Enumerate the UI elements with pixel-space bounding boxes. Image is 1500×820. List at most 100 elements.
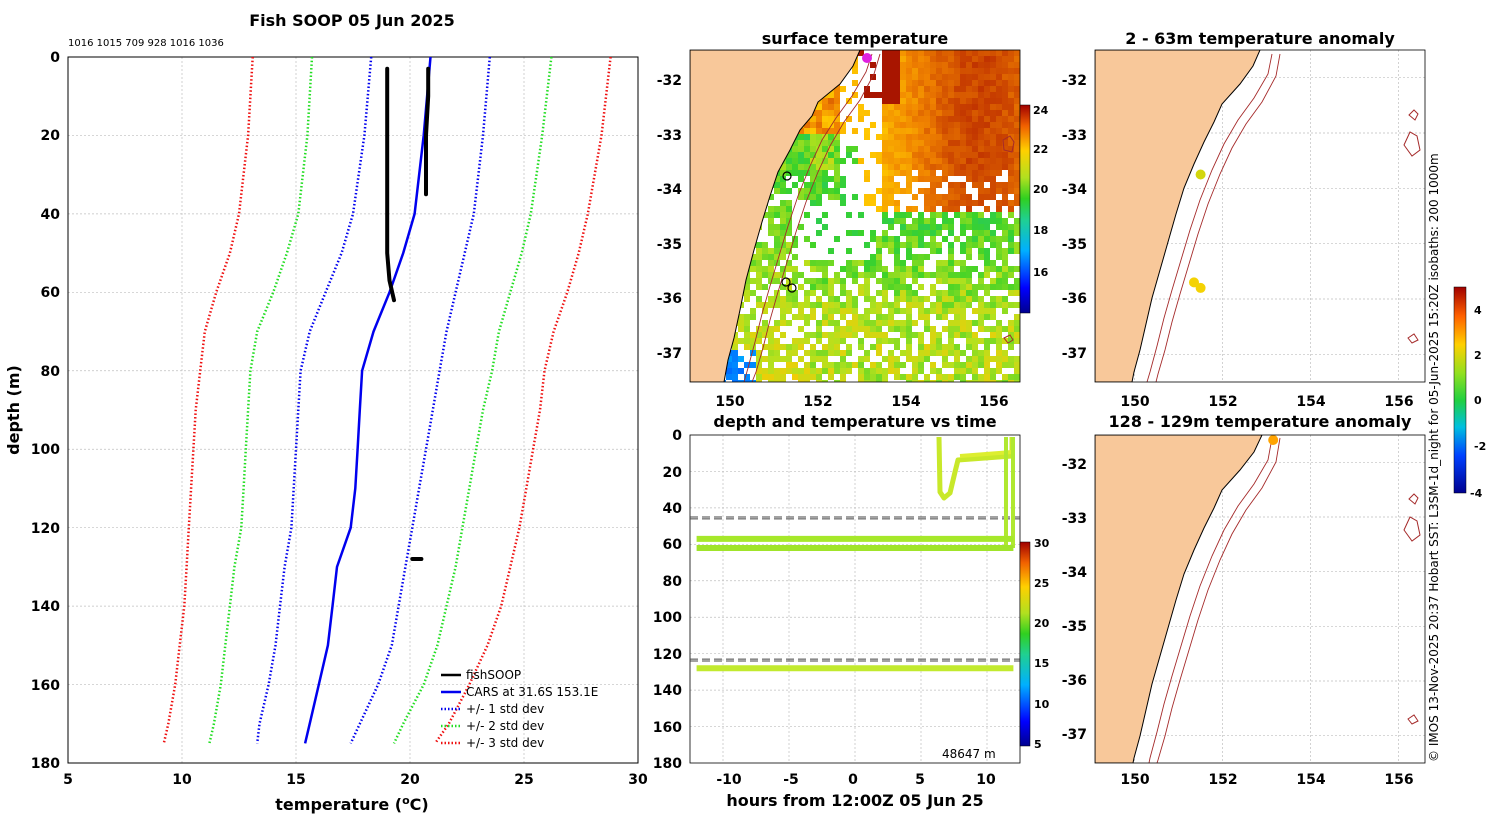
sst-cell xyxy=(930,230,936,236)
sst-cell xyxy=(882,236,888,242)
sst-cell xyxy=(900,170,906,176)
sst-cell xyxy=(894,368,900,374)
sst-cell xyxy=(1008,188,1014,194)
sst-cell xyxy=(810,158,816,164)
sst-cell xyxy=(816,374,822,380)
sst-cell xyxy=(882,152,888,158)
sst-cell xyxy=(978,362,984,368)
sst-cell xyxy=(882,380,888,382)
sst-cell xyxy=(768,260,774,266)
sst-cell xyxy=(954,260,960,266)
sst-cell xyxy=(1002,236,1008,242)
sst-cell xyxy=(924,242,930,248)
sst-cell xyxy=(876,344,882,350)
sst-cell xyxy=(930,122,936,128)
profile-series-line xyxy=(255,56,373,744)
sst-cell xyxy=(1002,374,1008,380)
sst-cell xyxy=(996,320,1002,326)
sst-cell xyxy=(966,92,972,98)
sst-cell xyxy=(972,86,978,92)
sst-cell xyxy=(804,302,810,308)
sst-xtick: 156 xyxy=(979,394,1008,410)
sst-cell xyxy=(996,272,1002,278)
sst-cell xyxy=(834,86,840,92)
sst-cell xyxy=(960,98,966,104)
sst-cell xyxy=(936,74,942,80)
sst-cell xyxy=(792,146,798,152)
sst-cell xyxy=(834,326,840,332)
sst-cell xyxy=(822,104,828,110)
sst-cell xyxy=(834,368,840,374)
sst-cell xyxy=(888,68,894,74)
sst-cell xyxy=(954,152,960,158)
sst-cell xyxy=(840,278,846,284)
sst-cell xyxy=(942,236,948,242)
sst-cell xyxy=(840,308,846,314)
sst-cell xyxy=(906,110,912,116)
sst-cell xyxy=(876,368,882,374)
sst-cell xyxy=(816,278,822,284)
profile-panel: Fish SOOP 05 Jun 2025 1016 1015 709 928 … xyxy=(4,11,648,814)
sst-cell xyxy=(1014,302,1020,308)
sst-cell xyxy=(924,344,930,350)
sst-cell xyxy=(930,284,936,290)
sst-cell xyxy=(1002,56,1008,62)
sst-cell xyxy=(810,146,816,152)
sst-cell xyxy=(846,290,852,296)
sst-cell xyxy=(954,314,960,320)
sst-cell xyxy=(948,266,954,272)
sst-cell xyxy=(780,368,786,374)
sst-cell xyxy=(930,272,936,278)
sst-cell xyxy=(864,284,870,290)
sst-cell xyxy=(840,338,846,344)
sst-cell xyxy=(774,278,780,284)
sst-cell xyxy=(816,296,822,302)
sst-cell xyxy=(846,212,852,218)
sst-cell xyxy=(936,344,942,350)
sst-cell xyxy=(816,158,822,164)
sst-cell xyxy=(882,170,888,176)
sst-cell xyxy=(900,308,906,314)
profile-ylabel: depth (m) xyxy=(4,365,23,455)
sst-cell xyxy=(774,248,780,254)
sst-station-marker xyxy=(787,283,797,293)
sst-cell xyxy=(870,152,876,158)
sst-cell xyxy=(954,188,960,194)
sst-cell xyxy=(1008,206,1014,212)
sst-cell xyxy=(990,122,996,128)
sst-cell xyxy=(798,170,804,176)
anomaly-shallow-xtick: 150 xyxy=(1120,394,1149,410)
sst-cell xyxy=(906,242,912,248)
sst-cell xyxy=(882,242,888,248)
sst-cell xyxy=(960,224,966,230)
sst-cell xyxy=(804,368,810,374)
sst-cell xyxy=(996,356,1002,362)
sst-cell xyxy=(882,212,888,218)
sst-cell xyxy=(828,104,834,110)
sst-cell xyxy=(996,236,1002,242)
sst-cell xyxy=(990,218,996,224)
sst-cell xyxy=(864,356,870,362)
sst-cell xyxy=(960,320,966,326)
sst-cell xyxy=(888,128,894,134)
sst-cell xyxy=(894,200,900,206)
sst-cell xyxy=(774,356,780,362)
sst-cell xyxy=(852,80,858,86)
sst-cell xyxy=(768,296,774,302)
sst-cell xyxy=(756,272,762,278)
sst-cell xyxy=(906,224,912,230)
sst-cell xyxy=(894,248,900,254)
sst-cell xyxy=(942,68,948,74)
sst-cell xyxy=(792,152,798,158)
sst-cell xyxy=(798,374,804,380)
sst-cell xyxy=(738,338,744,344)
sst-cell xyxy=(810,188,816,194)
sst-cell xyxy=(984,92,990,98)
sst-cell xyxy=(810,356,816,362)
sst-cell xyxy=(924,206,930,212)
sst-cell xyxy=(918,110,924,116)
sst-cell xyxy=(798,356,804,362)
sst-cell xyxy=(846,308,852,314)
sst-cell xyxy=(948,194,954,200)
sst-cell xyxy=(948,290,954,296)
